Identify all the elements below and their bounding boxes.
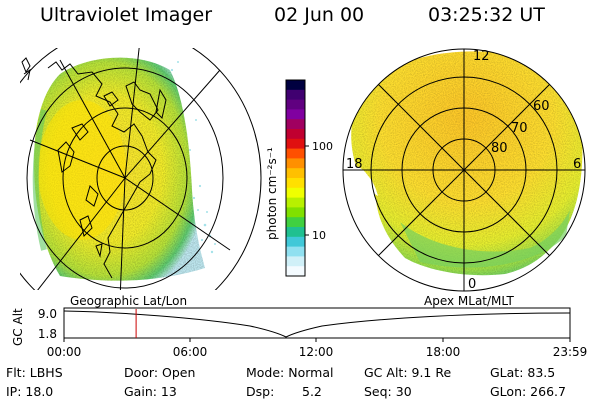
colorbar-swatch	[286, 178, 305, 189]
mode-readout: Mode: Normal	[246, 365, 334, 380]
altitude-xtick-0600: 06:00	[173, 345, 208, 359]
coastline	[21, 57, 167, 279]
dsp-label: Dsp:	[246, 384, 275, 399]
ip-readout: IP: 18.0	[6, 384, 54, 399]
mlat-label-70: 70	[511, 121, 528, 136]
mlat-label-80: 80	[491, 141, 508, 156]
polar-diagonal-2	[378, 84, 550, 256]
colorbar-swatch	[286, 246, 305, 257]
door-readout: Door: Open	[124, 365, 196, 380]
gc-alt-readout: GC Alt: 9.1 Re	[364, 365, 452, 380]
colorbar-swatch	[286, 187, 305, 199]
altitude-ytick-top: 9.0	[38, 307, 57, 321]
colorbar-swatches	[286, 80, 305, 277]
date-readout: 02 Jun 00	[274, 4, 365, 26]
colorbar-swatch	[286, 158, 305, 169]
altitude-plot: 9.0 1.8 GC Alt 00:00 06:00 12:00 18:00 2…	[11, 307, 587, 359]
page-title: Ultraviolet Imager	[40, 4, 213, 26]
mlat-mlt-polar-panel: 12 18 6 0 60 70 80	[342, 48, 586, 292]
mlt-label-0: 0	[468, 277, 476, 292]
colorbar-swatch	[286, 236, 305, 248]
colorbar-swatch	[286, 119, 305, 130]
colorbar-swatch	[286, 138, 305, 150]
glat-readout: GLat: 83.5	[490, 365, 556, 380]
colorbar-swatch	[286, 266, 305, 277]
altitude-x-ticks	[63, 338, 571, 342]
mlt-label-6: 6	[573, 157, 581, 172]
colorbar-unit-label: photon cm⁻²s⁻¹	[265, 147, 279, 240]
colorbar-swatch	[286, 89, 305, 101]
geographic-panel-label: Geographic Lat/Lon	[70, 294, 188, 308]
seq-readout: Seq: 30	[364, 384, 412, 399]
colorbar-swatch	[286, 99, 305, 110]
colorbar-swatch	[286, 148, 305, 159]
colorbar-swatch	[286, 227, 305, 238]
dsp-value: 5.2	[302, 384, 322, 399]
colorbar-swatch	[286, 129, 305, 140]
glon-readout: GLon: 266.7	[490, 384, 566, 399]
altitude-ytick-bottom: 1.8	[38, 327, 57, 341]
colorbar-swatch	[286, 207, 305, 218]
colorbar-frame	[285, 79, 306, 277]
apex-panel-label: Apex MLat/MLT	[424, 294, 514, 308]
altitude-xtick-1200: 12:00	[299, 345, 334, 359]
altitude-ylabel: GC Alt	[11, 308, 25, 346]
altitude-curve	[63, 310, 571, 338]
colorbar-swatch	[286, 80, 305, 91]
colorbar-swatch	[286, 197, 305, 208]
polar-grid	[342, 48, 586, 292]
altitude-plot-frame	[63, 307, 571, 339]
time-readout: 03:25:32 UT	[428, 4, 545, 26]
filter-readout: Flt: LBHS	[6, 365, 63, 380]
mlt-label-18: 18	[346, 157, 363, 172]
colorbar-tick-label-100: 100	[312, 140, 333, 153]
colorbar-swatch	[286, 109, 305, 120]
mlat-label-60: 60	[533, 99, 550, 114]
colorbar-swatch	[286, 217, 305, 228]
colorbar-swatch	[286, 256, 305, 267]
gain-readout: Gain: 13	[124, 384, 177, 399]
altitude-xtick-2359: 23:59	[553, 345, 588, 359]
mlt-label-12: 12	[473, 49, 490, 64]
colorbar-tick-label-10: 10	[312, 229, 326, 242]
altitude-xtick-0000: 00:00	[47, 345, 82, 359]
altitude-xtick-1800: 18:00	[426, 345, 461, 359]
colorbar-swatch	[286, 168, 305, 179]
geo-grid	[20, 48, 262, 290]
geographic-image-panel	[20, 48, 262, 290]
colorbar: 100 10 photon cm⁻²s⁻¹	[265, 79, 333, 277]
corner-marks	[23, 68, 31, 81]
